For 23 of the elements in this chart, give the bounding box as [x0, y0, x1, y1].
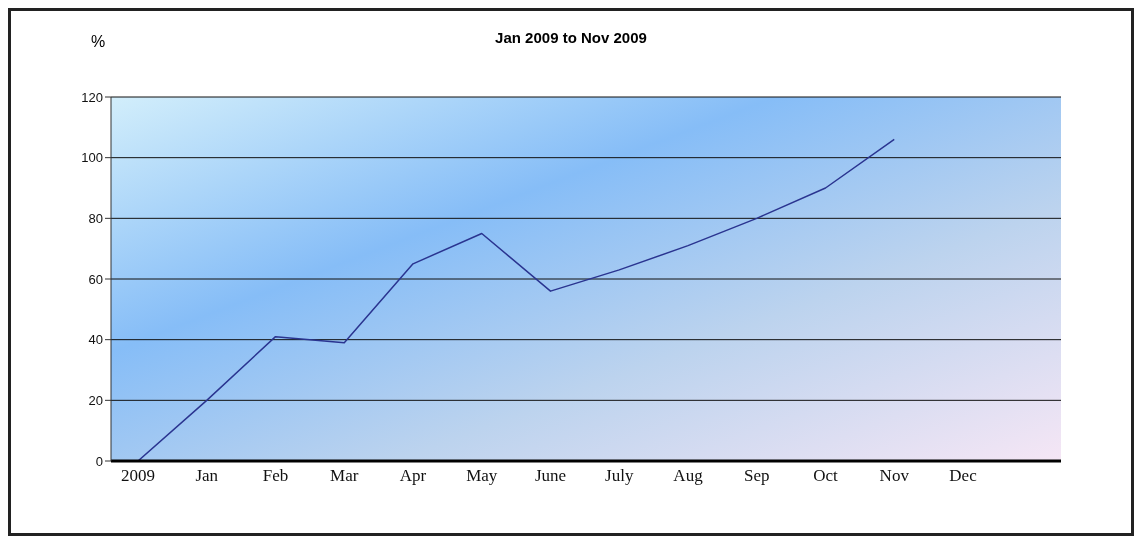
x-tick-label: Jan — [195, 466, 219, 486]
y-tick-label: 20 — [88, 392, 103, 408]
y-tick-label: 0 — [95, 453, 103, 469]
x-tick-label: Nov — [879, 466, 910, 486]
x-tick-label: Aug — [673, 466, 704, 486]
y-tick-label: 60 — [88, 271, 103, 287]
x-tick-label: Oct — [813, 466, 839, 486]
chart-title: Jan 2009 to Nov 2009 — [495, 29, 647, 46]
y-tick-label: 120 — [81, 89, 103, 105]
x-tick-label: Sep — [744, 466, 770, 486]
y-tick-label: 100 — [81, 150, 103, 166]
x-tick-label: Apr — [399, 466, 427, 486]
x-tick-label: June — [534, 466, 567, 486]
x-tick-label: Dec — [949, 466, 978, 486]
x-tick-label: Feb — [262, 466, 289, 486]
y-tick-label: 80 — [88, 210, 103, 226]
x-tick-label: 2009 — [121, 466, 155, 486]
y-tick-label: 40 — [88, 332, 103, 348]
x-tick-label: Mar — [330, 466, 359, 486]
y-axis-title: % — [91, 33, 106, 51]
x-tick-label: July — [605, 466, 634, 486]
x-tick-label: May — [466, 466, 498, 486]
line-series — [137, 138, 895, 461]
